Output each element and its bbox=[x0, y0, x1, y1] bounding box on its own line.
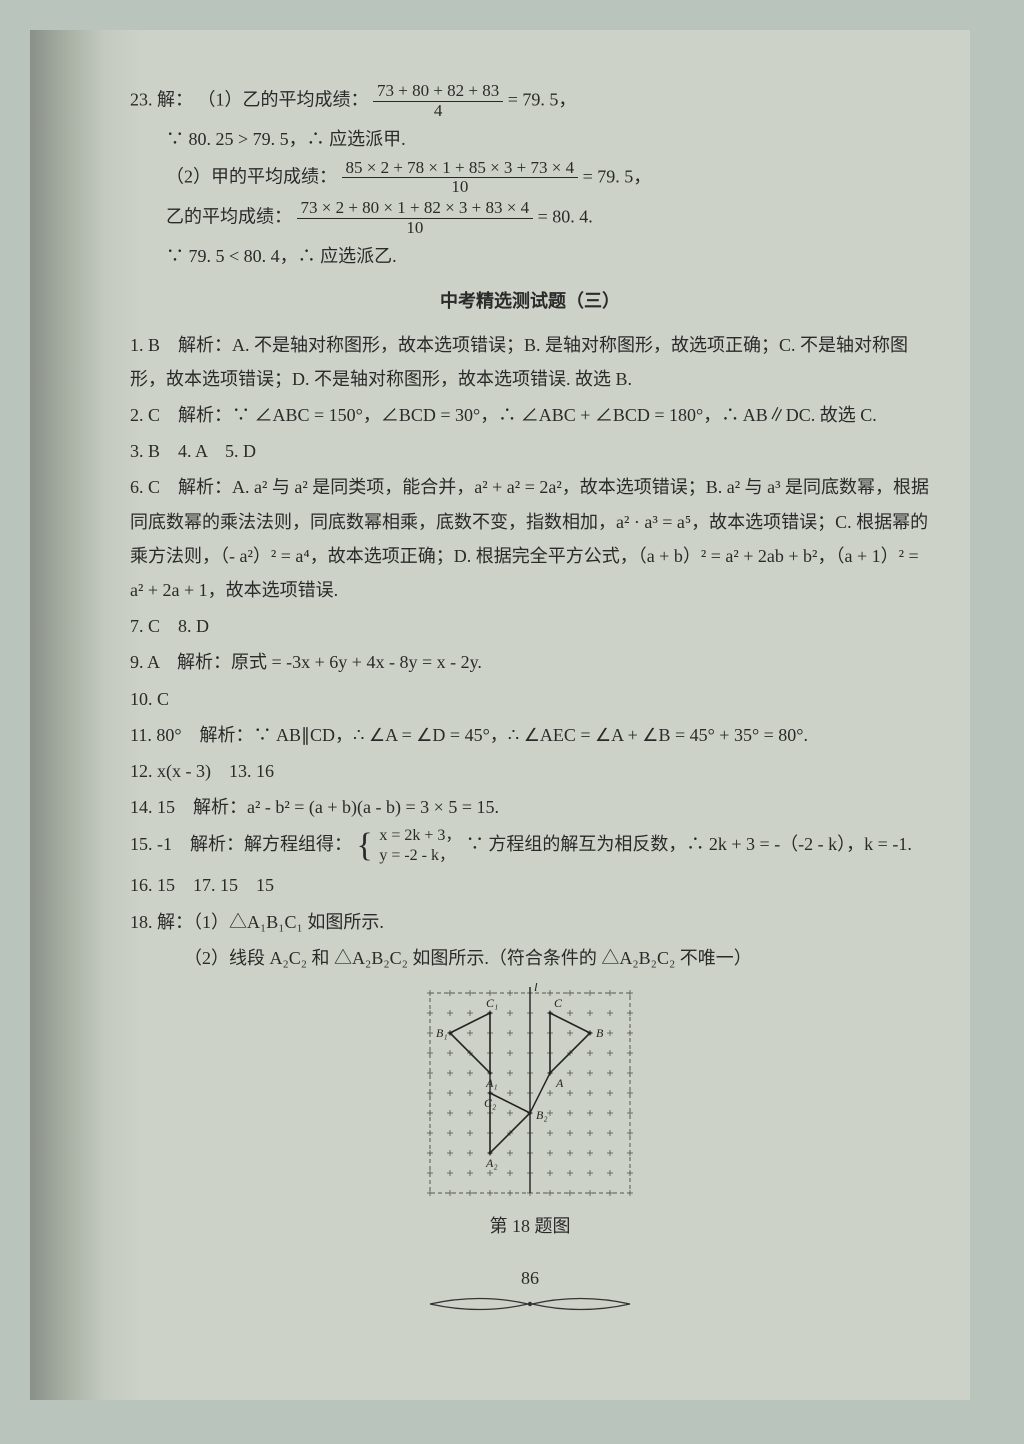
svg-text:B: B bbox=[596, 1026, 604, 1040]
svg-text:B₁: B₁ bbox=[436, 1026, 448, 1040]
q15-suffix: ∵ 方程组的解互为相反数，∴ 2k + 3 = -（-2 - k），k = -1… bbox=[466, 834, 912, 854]
q15: 15. -1 解析：解方程组得： { x = 2k + 3， y = -2 - … bbox=[130, 826, 930, 866]
q23-frac1-eq: = 79. 5， bbox=[508, 89, 577, 109]
svg-text:B₂: B₂ bbox=[536, 1108, 548, 1122]
page-ornament-icon bbox=[130, 1291, 930, 1317]
section-title: 中考精选测试题（三） bbox=[130, 284, 930, 318]
q23-frac1: 73 + 80 + 82 + 83 4 bbox=[373, 82, 503, 120]
q23-line3: （2）甲的平均成绩： 85 × 2 + 78 × 1 + 85 × 3 + 73… bbox=[166, 159, 930, 197]
q23-frac2-eq: = 79. 5， bbox=[583, 166, 652, 186]
q23-frac3-eq: = 80. 4. bbox=[538, 206, 593, 226]
q23-frac3: 73 × 2 + 80 × 1 + 82 × 3 + 83 × 4 10 bbox=[297, 199, 534, 237]
svg-text:A₂: A₂ bbox=[485, 1156, 498, 1170]
q12-13: 12. x(x - 3) 13. 16 bbox=[130, 754, 930, 788]
svg-text:A₁: A₁ bbox=[485, 1076, 498, 1090]
q23-frac2: 85 × 2 + 78 × 1 + 85 × 3 + 73 × 4 10 bbox=[342, 159, 579, 197]
q23-line4-prefix: 乙的平均成绩： bbox=[166, 206, 292, 226]
q23-line5: ∵ 79. 5 < 80. 4，∴ 应选派乙. bbox=[166, 239, 930, 273]
q1: 1. B 解析：A. 不是轴对称图形，故本选项错误；B. 是轴对称图形，故选项正… bbox=[130, 328, 930, 396]
q11: 11. 80° 解析：∵ AB∥CD，∴ ∠A = ∠D = 45°，∴ ∠AE… bbox=[130, 718, 930, 752]
q23-line2: ∵ 80. 25 > 79. 5，∴ 应选派甲. bbox=[166, 122, 930, 156]
q6: 6. C 解析：A. a² 与 a² 是同类项，能合并，a² + a² = 2a… bbox=[130, 470, 930, 607]
q18-figure-caption: 第 18 题图 bbox=[130, 1209, 930, 1243]
q23-part1-prefix: （1）乙的平均成绩： bbox=[198, 89, 369, 109]
q23-part2-prefix: （2）甲的平均成绩： bbox=[166, 166, 337, 186]
q18b: （2）线段 A₂C₂ 和 △A₂B₂C₂ 如图所示.（符合条件的 △A₂B₂C₂… bbox=[184, 941, 930, 975]
q7-8: 7. C 8. D bbox=[130, 609, 930, 643]
q23-line1: 23. 解： （1）乙的平均成绩： 73 + 80 + 82 + 83 4 = … bbox=[130, 82, 930, 120]
q16-17: 16. 15 17. 15 15 bbox=[130, 868, 930, 902]
svg-text:C: C bbox=[554, 996, 563, 1010]
q3-5: 3. B 4. A 5. D bbox=[130, 434, 930, 468]
svg-text:l: l bbox=[534, 983, 538, 994]
svg-text:A: A bbox=[555, 1076, 564, 1090]
q15-system: x = 2k + 3， y = -2 - k， bbox=[379, 826, 461, 866]
q10: 10. C bbox=[130, 682, 930, 716]
q18-figure: l B₁ C₁ A₁ C B A C₂ B₂ A₂ bbox=[420, 983, 640, 1203]
page-number: 86 bbox=[130, 1261, 930, 1295]
q2: 2. C 解析：∵ ∠ABC = 150°，∠BCD = 30°，∴ ∠ABC … bbox=[130, 398, 930, 432]
q9: 9. A 解析：原式 = -3x + 6y + 4x - 8y = x - 2y… bbox=[130, 645, 930, 679]
left-brace-icon: { bbox=[357, 831, 373, 862]
svg-text:C₁: C₁ bbox=[486, 996, 498, 1010]
q23-label: 23. 解： bbox=[130, 89, 193, 109]
q15-prefix: 15. -1 解析：解方程组得： bbox=[130, 834, 352, 854]
q23-line4: 乙的平均成绩： 73 × 2 + 80 × 1 + 82 × 3 + 83 × … bbox=[166, 199, 930, 237]
q14: 14. 15 解析：a² - b² = (a + b)(a - b) = 3 ×… bbox=[130, 790, 930, 824]
svg-text:C₂: C₂ bbox=[484, 1096, 496, 1110]
q18a: 18. 解：（1）△A₁B₁C₁ 如图所示. bbox=[130, 905, 930, 939]
